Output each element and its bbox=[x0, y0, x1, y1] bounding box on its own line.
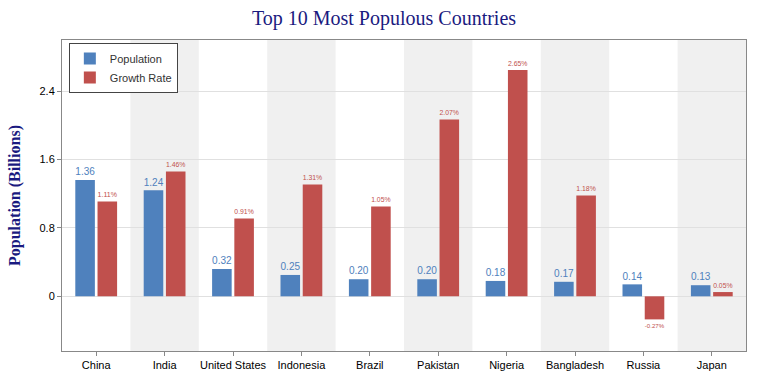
svg-text:China: China bbox=[82, 359, 112, 371]
svg-text:1.18%: 1.18% bbox=[576, 185, 595, 192]
svg-text:-0.27%: -0.27% bbox=[645, 322, 665, 329]
svg-text:Population: Population bbox=[110, 53, 162, 65]
svg-text:2.4: 2.4 bbox=[40, 85, 55, 97]
svg-text:Nigeria: Nigeria bbox=[489, 359, 525, 371]
svg-text:Top 10 Most Populous Countries: Top 10 Most Populous Countries bbox=[252, 7, 516, 30]
svg-text:0.8: 0.8 bbox=[40, 222, 55, 234]
svg-text:2.07%: 2.07% bbox=[440, 109, 459, 116]
svg-text:0.20: 0.20 bbox=[417, 265, 437, 276]
svg-text:India: India bbox=[153, 359, 178, 371]
svg-text:0.14: 0.14 bbox=[623, 271, 643, 282]
svg-text:0: 0 bbox=[49, 290, 55, 302]
svg-text:Bangladesh: Bangladesh bbox=[546, 359, 604, 371]
svg-text:1.05%: 1.05% bbox=[371, 196, 390, 203]
svg-text:Brazil: Brazil bbox=[356, 359, 384, 371]
svg-text:1.36: 1.36 bbox=[75, 166, 95, 177]
svg-text:1.46%: 1.46% bbox=[166, 161, 185, 168]
svg-text:0.13: 0.13 bbox=[691, 271, 711, 282]
svg-text:1.6: 1.6 bbox=[40, 153, 55, 165]
svg-text:Growth Rate: Growth Rate bbox=[110, 72, 172, 84]
svg-text:0.20: 0.20 bbox=[349, 265, 369, 276]
svg-text:Population (Billions): Population (Billions) bbox=[6, 125, 24, 266]
svg-text:0.05%: 0.05% bbox=[713, 282, 732, 289]
svg-text:Indonesia: Indonesia bbox=[278, 359, 327, 371]
svg-text:2.65%: 2.65% bbox=[508, 60, 527, 67]
svg-text:0.32: 0.32 bbox=[212, 255, 232, 266]
svg-text:0.25: 0.25 bbox=[281, 261, 301, 272]
svg-text:0.18: 0.18 bbox=[486, 267, 506, 278]
svg-text:1.11%: 1.11% bbox=[98, 191, 117, 198]
svg-text:0.91%: 0.91% bbox=[234, 208, 253, 215]
svg-text:0.17: 0.17 bbox=[554, 268, 574, 279]
svg-text:United States: United States bbox=[200, 359, 267, 371]
svg-text:Russia: Russia bbox=[627, 359, 662, 371]
svg-text:1.24: 1.24 bbox=[144, 177, 164, 188]
svg-text:1.31%: 1.31% bbox=[303, 174, 322, 181]
svg-text:Pakistan: Pakistan bbox=[417, 359, 459, 371]
svg-text:Japan: Japan bbox=[697, 359, 727, 371]
